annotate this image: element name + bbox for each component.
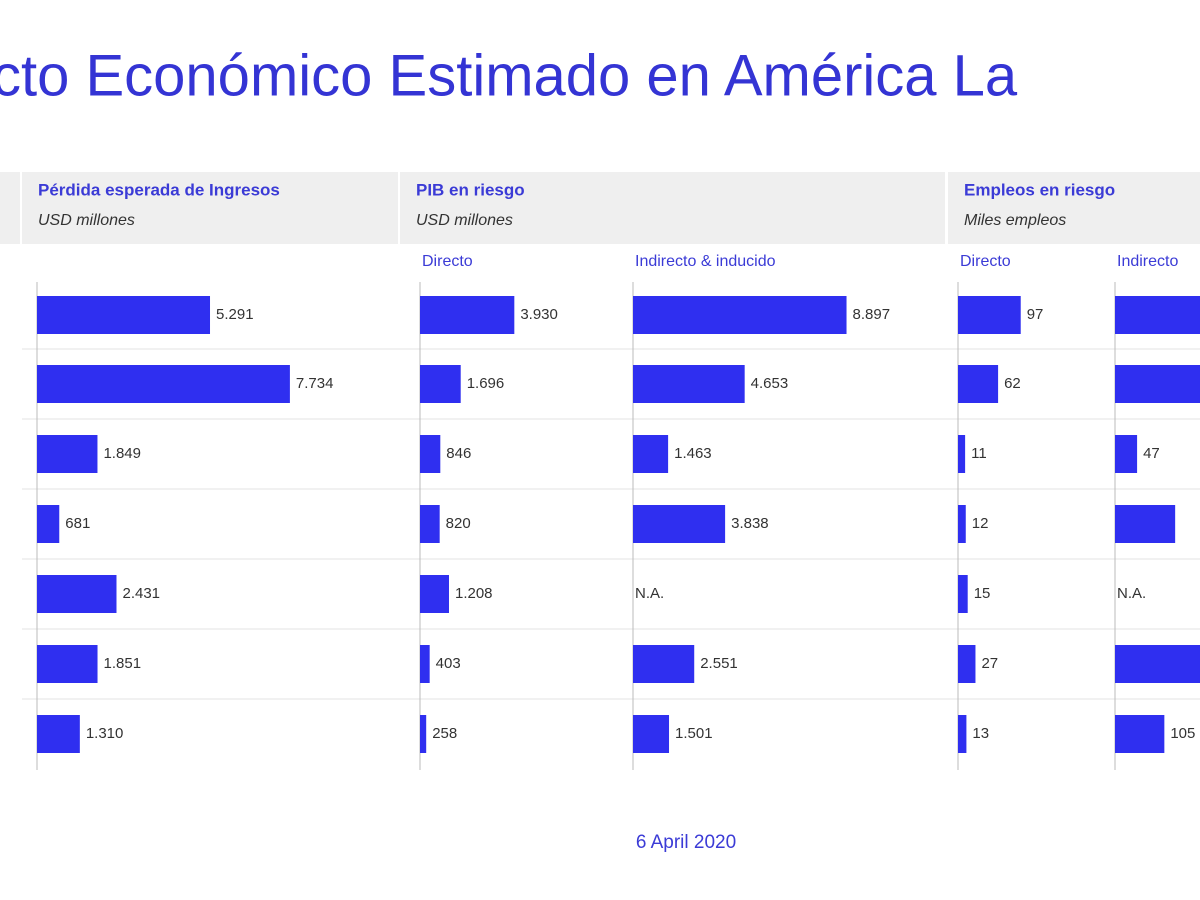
bar (420, 715, 427, 753)
value-label: 7.734 (296, 375, 334, 392)
value-label: 62 (1004, 375, 1021, 392)
value-label: 15 (974, 585, 991, 602)
group-title: Empleos en riesgo (964, 180, 1115, 199)
header-box (22, 172, 398, 244)
value-label: 1.849 (103, 445, 141, 462)
value-label: 820 (446, 515, 471, 532)
group-subtitle: USD millones (416, 212, 513, 229)
bar (633, 296, 847, 334)
group-title: PIB en riesgo (416, 180, 525, 199)
value-label: 3.838 (731, 515, 769, 532)
value-label: 105 (1170, 725, 1195, 742)
bar (958, 645, 976, 683)
bar (37, 435, 98, 473)
bar (633, 645, 695, 683)
value-label: 403 (436, 655, 461, 672)
value-label: 1.310 (86, 725, 124, 742)
bar (420, 435, 441, 473)
value-label: 11 (971, 445, 987, 462)
value-label: 258 (432, 725, 457, 742)
value-label: 2.431 (122, 585, 160, 602)
column-title: Indirecto (1117, 253, 1178, 270)
value-label: 1.696 (467, 375, 505, 392)
value-label: 27 (981, 655, 998, 672)
value-label: 1.501 (675, 725, 713, 742)
bar (420, 645, 430, 683)
value-label: 4.653 (751, 375, 789, 392)
bar (420, 505, 440, 543)
value-label: 846 (446, 445, 471, 462)
header-box (400, 172, 945, 244)
bar (1115, 505, 1176, 543)
bar (37, 715, 80, 753)
column-title: Directo (960, 253, 1011, 270)
value-label: N.A. (1117, 585, 1146, 602)
bar (1115, 645, 1200, 683)
bar (37, 505, 60, 543)
bar (37, 365, 290, 403)
bar (1115, 365, 1200, 403)
value-label: 3.930 (520, 306, 558, 323)
bar (958, 296, 1021, 334)
bar (958, 365, 999, 403)
value-label: 1.851 (104, 655, 142, 672)
value-label: 681 (65, 515, 90, 532)
value-label: N.A. (635, 585, 664, 602)
value-label: 5.291 (216, 306, 254, 323)
bar (1115, 715, 1165, 753)
date: 6 April 2020 (636, 832, 736, 853)
bar (37, 296, 211, 334)
column-title: Directo (422, 253, 473, 270)
value-label: 1.208 (455, 585, 493, 602)
bar (958, 435, 966, 473)
page-title: cto Económico Estimado en América La (0, 43, 1018, 108)
value-label: 8.897 (853, 306, 891, 323)
bar (37, 575, 117, 613)
bar (37, 645, 98, 683)
bar (1115, 296, 1200, 334)
bar (420, 575, 449, 613)
header-box (948, 172, 1200, 244)
bar (958, 715, 967, 753)
value-label: 12 (972, 515, 989, 532)
bar (633, 365, 745, 403)
bar (420, 296, 515, 334)
column-title: Indirecto & inducido (635, 253, 776, 270)
group-subtitle: Miles empleos (964, 212, 1066, 229)
bar (633, 505, 726, 543)
header-box (0, 172, 20, 244)
value-label: 1.463 (674, 445, 712, 462)
value-label: 13 (972, 725, 989, 742)
value-label: 47 (1143, 445, 1160, 462)
bar (633, 715, 670, 753)
group-title: Pérdida esperada de Ingresos (38, 180, 280, 199)
bar (958, 505, 966, 543)
value-label: 97 (1027, 306, 1044, 323)
bar (958, 575, 968, 613)
value-label: 2.551 (700, 655, 738, 672)
bar (420, 365, 461, 403)
group-subtitle: USD millones (38, 212, 135, 229)
bar (1115, 435, 1138, 473)
bar (633, 435, 669, 473)
